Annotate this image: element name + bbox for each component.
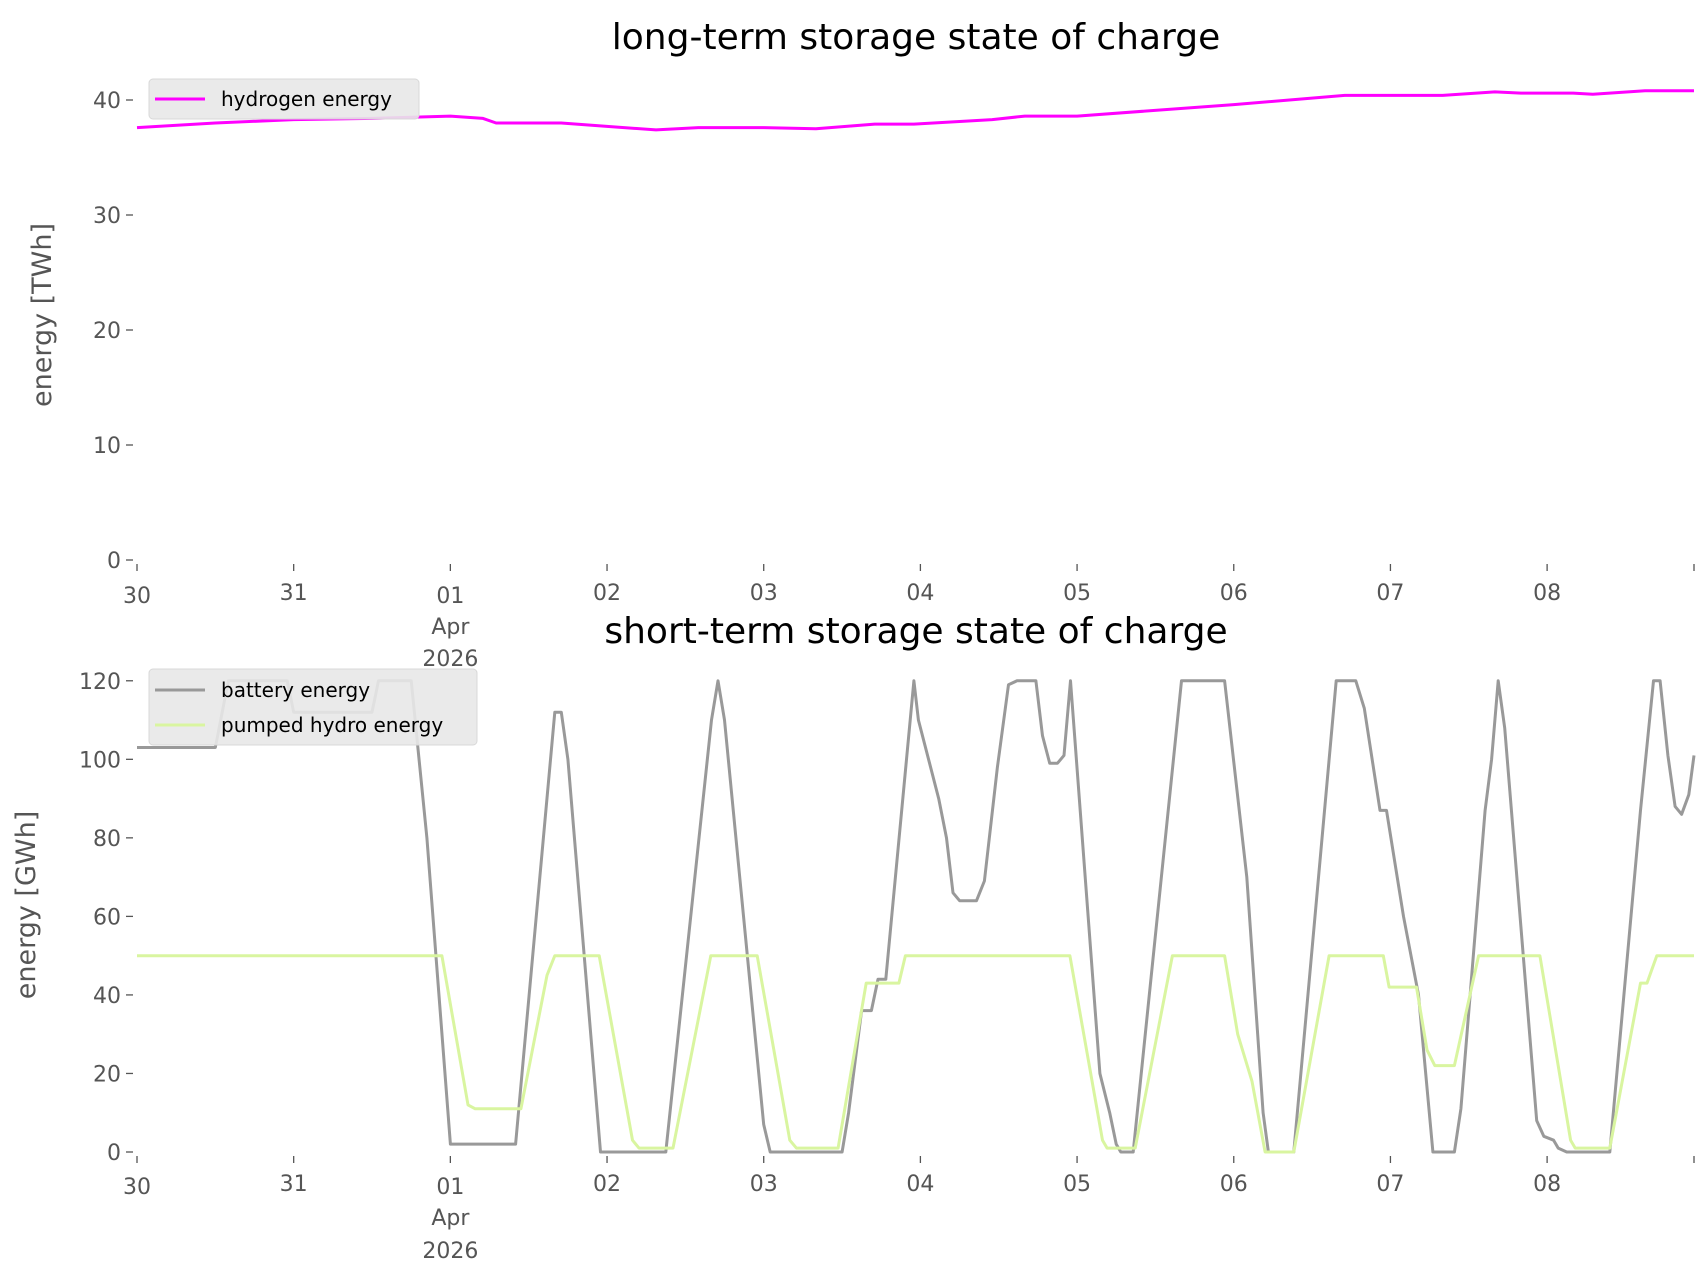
y-tick-label: 40 — [93, 984, 121, 1009]
y-tick-label: 20 — [93, 1062, 121, 1087]
x-tick-label: 08 — [1533, 581, 1561, 606]
x-tick-label: 08 — [1533, 1172, 1561, 1197]
x-tick-month-label: Apr — [431, 615, 470, 640]
legend-box — [148, 78, 420, 120]
x-tick-label: 04 — [906, 1172, 934, 1197]
legend-label: hydrogen energy — [221, 87, 392, 111]
legend-label: battery energy — [221, 678, 370, 702]
y-tick-label: 100 — [79, 748, 121, 773]
x-tick-label: 01 — [436, 584, 464, 609]
y-tick-label: 10 — [93, 434, 121, 459]
x-tick-label: 02 — [593, 581, 621, 606]
x-tick-month-label: Apr — [431, 1206, 470, 1231]
short-term-chart: short-term storage state of charge020406… — [11, 611, 1696, 1264]
x-tick-label: 02 — [593, 1172, 621, 1197]
x-tick-label: 30 — [123, 1175, 151, 1200]
x-tick-label: 31 — [280, 1172, 308, 1197]
y-tick-label: 120 — [79, 670, 121, 695]
x-tick-label: 07 — [1376, 581, 1404, 606]
y-tick-label: 60 — [93, 905, 121, 930]
x-tick-year-label: 2026 — [422, 647, 478, 672]
legend-box — [148, 668, 478, 746]
legend: battery energy pumped hydro energy — [148, 668, 478, 746]
x-tick-label: 07 — [1376, 1172, 1404, 1197]
y-tick-label: 30 — [93, 204, 121, 229]
long-term-chart: long-term storage state of charge0102030… — [27, 17, 1695, 672]
series-line-pumped-hydro-energy — [137, 954, 1694, 1154]
x-tick-year-label: 2026 — [422, 1239, 478, 1264]
y-tick-label: 40 — [93, 89, 121, 114]
x-tick-label: 06 — [1220, 1172, 1248, 1197]
x-tick-label: 04 — [906, 581, 934, 606]
chart-title: short-term storage state of charge — [604, 611, 1227, 652]
series-line-battery-energy — [137, 679, 1696, 1154]
x-tick-label: 31 — [280, 581, 308, 606]
legend: hydrogen energy — [148, 78, 420, 120]
y-tick-label: 0 — [107, 549, 121, 574]
y-tick-label: 80 — [93, 827, 121, 852]
y-axis-label: energy [TWh] — [27, 223, 58, 407]
y-tick-label: 0 — [107, 1141, 121, 1166]
y-tick-label: 20 — [93, 319, 121, 344]
x-tick-label: 30 — [123, 584, 151, 609]
x-tick-label: 05 — [1063, 581, 1091, 606]
y-axis-label: energy [GWh] — [11, 811, 42, 999]
series-line-hydrogen-energy — [136, 89, 1694, 132]
x-tick-label: 05 — [1063, 1172, 1091, 1197]
chart-title: long-term storage state of charge — [612, 17, 1220, 58]
x-tick-label: 01 — [436, 1175, 464, 1200]
x-tick-label: 03 — [750, 581, 778, 606]
legend-label: pumped hydro energy — [221, 713, 443, 737]
x-tick-label: 06 — [1220, 581, 1248, 606]
x-tick-label: 03 — [750, 1172, 778, 1197]
